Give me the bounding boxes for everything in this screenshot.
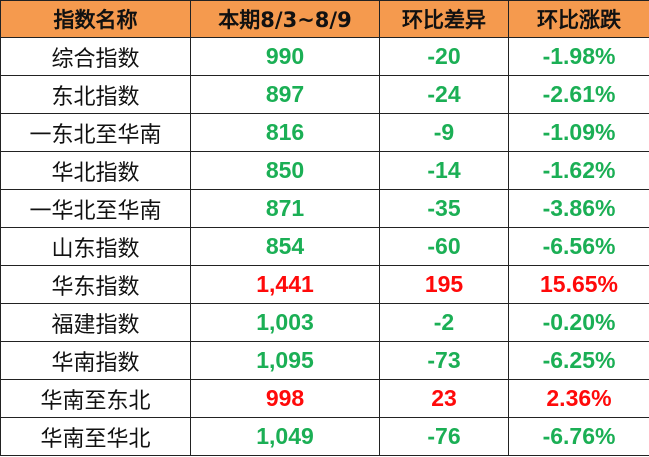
table-row: 华南指数 1,095 -73 -6.25% [0, 341, 649, 380]
table-row: 山东指数 854 -60 -6.56% [0, 227, 649, 266]
index-name: 华北指数 [0, 151, 191, 190]
index-name: 一东北至华南 [0, 113, 191, 152]
current-value: 816 [190, 113, 380, 152]
index-name: 华东指数 [0, 265, 191, 304]
table-row: 华南至华北 1,049 -76 -6.76% [0, 417, 649, 456]
table-row: 华东指数 1,441 195 15.65% [0, 265, 649, 304]
diff-value: -60 [379, 227, 509, 266]
index-name: 山东指数 [0, 227, 191, 266]
index-name: 华南至东北 [0, 379, 191, 418]
pct-change: -1.98% [508, 37, 649, 76]
header-current-period: 本期8/3~8/9 [190, 0, 380, 38]
pct-change: -6.76% [508, 417, 649, 456]
pct-change: 15.65% [508, 265, 649, 304]
current-value: 871 [190, 189, 380, 228]
diff-value: -20 [379, 37, 509, 76]
diff-value: -14 [379, 151, 509, 190]
header-name: 指数名称 [0, 0, 191, 38]
diff-value: -73 [379, 341, 509, 380]
header-diff: 环比差异 [379, 0, 509, 38]
pct-change: -1.09% [508, 113, 649, 152]
pct-change: -1.62% [508, 151, 649, 190]
pct-change: -0.20% [508, 303, 649, 342]
diff-value: 23 [379, 379, 509, 418]
diff-value: -24 [379, 75, 509, 114]
current-value: 854 [190, 227, 380, 266]
diff-value: -35 [379, 189, 509, 228]
index-name: 华南指数 [0, 341, 191, 380]
table-row: 福建指数 1,003 -2 -0.20% [0, 303, 649, 342]
current-value: 998 [190, 379, 380, 418]
index-name: 东北指数 [0, 75, 191, 114]
current-value: 897 [190, 75, 380, 114]
table-row: 华北指数 850 -14 -1.62% [0, 151, 649, 190]
pct-change: -2.61% [508, 75, 649, 114]
current-value: 990 [190, 37, 380, 76]
pct-change: -6.25% [508, 341, 649, 380]
diff-value: -2 [379, 303, 509, 342]
index-name: 一华北至华南 [0, 189, 191, 228]
pct-change: -6.56% [508, 227, 649, 266]
table-row: 华南至东北 998 23 2.36% [0, 379, 649, 418]
table-row: 一东北至华南 816 -9 -1.09% [0, 113, 649, 152]
current-value: 1,441 [190, 265, 380, 304]
current-value: 1,049 [190, 417, 380, 456]
diff-value: 195 [379, 265, 509, 304]
diff-value: -9 [379, 113, 509, 152]
pct-change: 2.36% [508, 379, 649, 418]
table-row: 一华北至华南 871 -35 -3.86% [0, 189, 649, 228]
diff-value: -76 [379, 417, 509, 456]
current-value: 850 [190, 151, 380, 190]
header-row: 指数名称 本期8/3~8/9 环比差异 环比涨跌 [0, 0, 649, 38]
pct-change: -3.86% [508, 189, 649, 228]
index-name: 综合指数 [0, 37, 191, 76]
current-value: 1,003 [190, 303, 380, 342]
table-row: 综合指数 990 -20 -1.98% [0, 37, 649, 76]
index-name: 福建指数 [0, 303, 191, 342]
table-row: 东北指数 897 -24 -2.61% [0, 75, 649, 114]
header-pct: 环比涨跌 [508, 0, 649, 38]
current-value: 1,095 [190, 341, 380, 380]
index-name: 华南至华北 [0, 417, 191, 456]
